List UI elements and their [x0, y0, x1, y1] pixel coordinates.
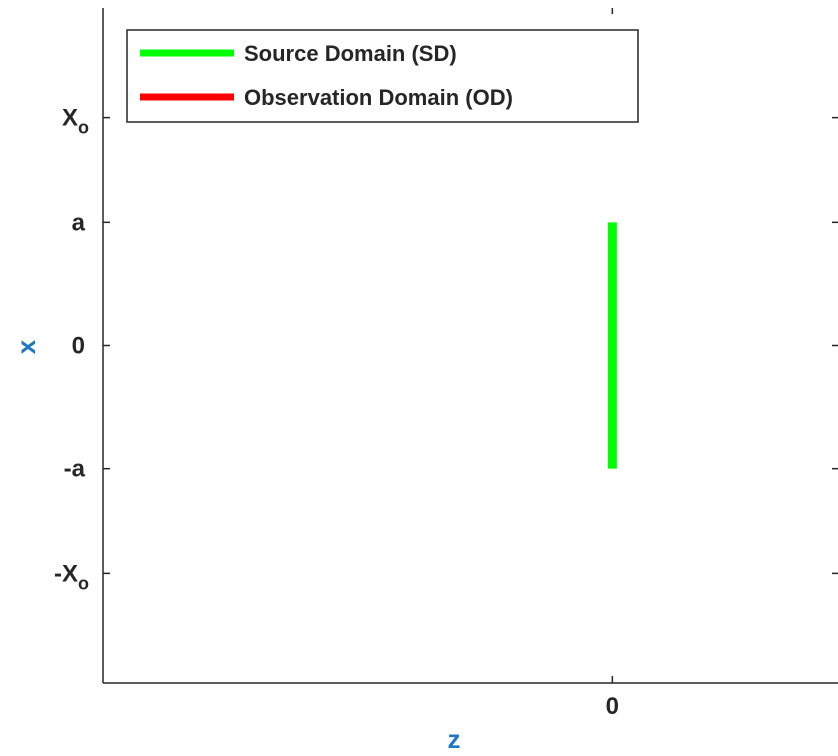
y-tick-label-base: -X — [54, 560, 78, 587]
x-axis-label: z — [448, 724, 461, 754]
y-tick-label: -a — [64, 456, 86, 483]
legend-label-observation-domain: Observation Domain (OD) — [244, 85, 513, 110]
x-tick-label: 0 — [606, 693, 619, 720]
y-tick-label-subscript: o — [78, 573, 89, 593]
legend: Source Domain (SD) Observation Domain (O… — [126, 29, 639, 123]
x-tick-label-base: 0 — [606, 693, 619, 720]
y-tick-label: a — [72, 209, 86, 236]
y-tick-label: Xo — [62, 105, 89, 138]
y-tick-label-base: a — [72, 209, 86, 236]
x-ticks: 0zo — [606, 8, 619, 720]
y-axis-label: x — [11, 339, 41, 354]
y-tick-label-subscript: o — [78, 118, 89, 138]
y-tick-label-base: X — [62, 105, 78, 132]
y-tick-label: -Xo — [54, 560, 89, 593]
y-tick-label: 0 — [72, 333, 85, 360]
legend-box — [126, 29, 639, 123]
y-tick-label-base: 0 — [72, 333, 85, 360]
y-tick-label-base: -a — [64, 456, 86, 483]
series-lines — [607, 222, 617, 469]
legend-label-source-domain: Source Domain (SD) — [244, 41, 457, 66]
